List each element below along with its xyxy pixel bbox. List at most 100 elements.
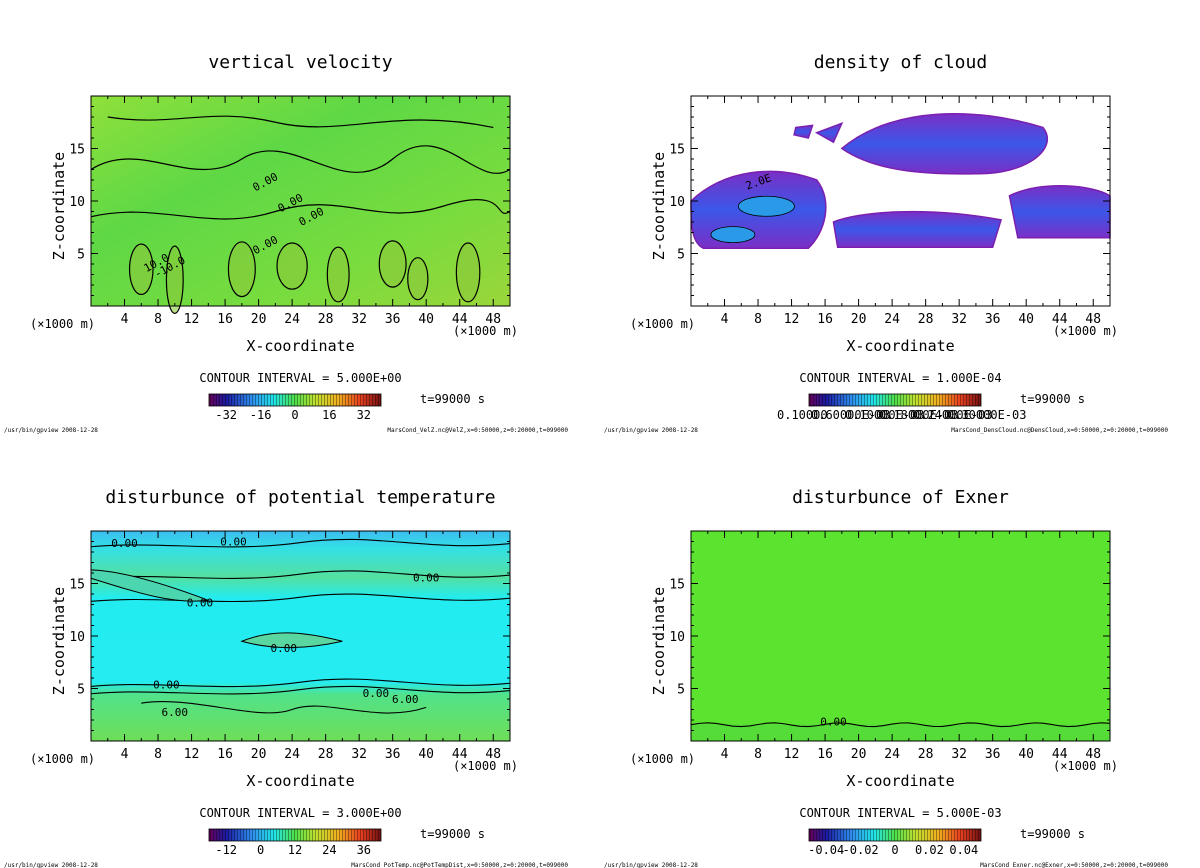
x-tick-label: 16 — [817, 747, 833, 762]
contour-interval: CONTOUR INTERVAL = 3.000E+00 — [199, 806, 401, 820]
colorbar-tick-label: 0.10000E-03 — [845, 408, 924, 422]
x-tick-label: 32 — [351, 747, 367, 762]
x-tick-label: 4 — [721, 312, 729, 327]
colorbar-tick-label: 32 — [357, 408, 371, 422]
colorbar-tick-label: 0.60000E-03 — [811, 408, 890, 422]
colorbar-stripes — [809, 829, 981, 841]
x-tick-label: 48 — [485, 312, 501, 327]
contour-label: 0.00 — [187, 597, 214, 610]
x-tick-label: 24 — [284, 312, 300, 327]
colorbar-labels: -12 0 12 24 36 — [215, 843, 371, 857]
colorbar-tick-label: 12 — [288, 843, 302, 857]
x-tick-label: 28 — [918, 312, 934, 327]
contour-line — [455, 242, 481, 303]
colorbar-tick-label: 36 — [357, 843, 371, 857]
x-tick-label: 44 — [452, 747, 468, 762]
contour-line — [90, 570, 511, 579]
y-unit-label: (×1000 m) — [630, 752, 695, 766]
y-axis: 5 10 15 — [669, 106, 1110, 296]
contour-line — [141, 701, 427, 714]
contour-line — [326, 246, 350, 303]
colorbar-stripes — [809, 394, 981, 406]
cloud-region — [832, 210, 1003, 248]
y-axis-label: Z-coordinate — [650, 152, 668, 260]
contour-line — [107, 115, 494, 129]
contour-line — [227, 241, 256, 298]
x-tick-label: 36 — [385, 312, 401, 327]
contour-label: 0.00 — [111, 537, 138, 550]
contour-line — [710, 226, 756, 244]
x-axis: 4 8 12 16 20 24 28 32 36 40 44 48 — [107, 96, 501, 327]
chart-title: disturbunce of potential temperature — [105, 487, 495, 508]
footer-left: /usr/bin/gpview 2008-12-28 — [604, 862, 698, 868]
contour-label: 0.00 — [270, 642, 297, 655]
y-unit-label: (×1000 m) — [630, 317, 695, 331]
contour-line — [128, 243, 154, 296]
contour-line — [240, 632, 343, 649]
x-tick-label: 20 — [251, 312, 267, 327]
x-tick-label: 24 — [284, 747, 300, 762]
chart-panel: disturbunce of potential temperature 0.00… — [4, 487, 568, 868]
field-overlay: 2.0E — [690, 112, 1111, 249]
chart-title: vertical velocity — [208, 52, 392, 73]
x-tick-label: 28 — [318, 312, 334, 327]
colorbar-tick-label: 0.10000 — [777, 408, 828, 422]
colorbar-stripes — [209, 394, 381, 406]
x-axis-label: X-coordinate — [846, 772, 954, 790]
time-label: t=99000 s — [1020, 392, 1085, 406]
contour-label: 0.00 — [153, 679, 180, 692]
contour-line — [690, 722, 1111, 728]
y-tick-label: 15 — [69, 143, 85, 158]
x-tick-label: 16 — [817, 312, 833, 327]
contour-line — [276, 242, 308, 290]
x-tick-label: 36 — [985, 312, 1001, 327]
colorbar-labels: 0.100000.60000E-030.10000E-030.18000E-03… — [777, 408, 1026, 422]
colorbar-stripes — [209, 829, 381, 841]
y-tick-label: 5 — [77, 248, 85, 263]
x-tick-label: 40 — [418, 747, 434, 762]
x-tick-label: 8 — [754, 312, 762, 327]
x-axis-label: X-coordinate — [846, 337, 954, 355]
contour-label: 6.00 — [162, 706, 189, 719]
cloud-region — [814, 121, 844, 144]
x-tick-label: 28 — [918, 747, 934, 762]
y-tick-label: 10 — [669, 195, 685, 210]
x-tick-label: 20 — [851, 312, 867, 327]
x-tick-label: 8 — [754, 747, 762, 762]
y-tick-label: 5 — [677, 683, 685, 698]
colorbar-tick-label: -32 — [215, 408, 237, 422]
colorbar-tick-label: 0 — [257, 843, 264, 857]
x-tick-label: 48 — [485, 747, 501, 762]
contour-interval: CONTOUR INTERVAL = 1.000E-04 — [799, 371, 1001, 385]
x-tick-label: 12 — [784, 312, 800, 327]
cloud-region — [793, 124, 814, 139]
y-axis-label: Z-coordinate — [650, 587, 668, 695]
colorbar-tick-label: 0 — [891, 843, 898, 857]
cloud-region — [1008, 185, 1111, 239]
y-axis-label: Z-coordinate — [50, 152, 68, 260]
footer-left: /usr/bin/gpview 2008-12-28 — [604, 427, 698, 434]
x-axis: 4 8 12 16 20 24 28 32 36 40 44 48 — [707, 96, 1101, 327]
footer-right: MarsCond_PotTemp.nc@PotTempDist,x=0:5000… — [351, 862, 568, 868]
colorbar-tick-label: 0.18000E-03 — [879, 408, 958, 422]
colorbar-tick-label: 0.24000E-03 — [913, 408, 992, 422]
y-tick-label: 5 — [677, 248, 685, 263]
contour-line — [378, 240, 407, 288]
y-tick-label: 5 — [77, 683, 85, 698]
contour-line — [90, 685, 511, 695]
footer-right: MarsCond_Exner.nc@Exner,x=0:50000,z=0:20… — [980, 862, 1168, 868]
y-unit-label: (×1000 m) — [30, 317, 95, 331]
y-axis-label: Z-coordinate — [50, 587, 68, 695]
colorbar-tick-label: -16 — [250, 408, 272, 422]
chart-title: disturbunce of Exner — [792, 487, 1009, 508]
x-axis: 4 8 12 16 20 24 28 32 36 40 44 48 — [707, 531, 1101, 762]
time-label: t=99000 s — [420, 392, 485, 406]
x-tick-label: 44 — [1052, 312, 1068, 327]
colorbar-tick-label: -12 — [215, 843, 237, 857]
contour-line — [738, 195, 795, 217]
time-label: t=99000 s — [420, 827, 485, 841]
y-axis: 5 10 15 — [669, 541, 1110, 731]
